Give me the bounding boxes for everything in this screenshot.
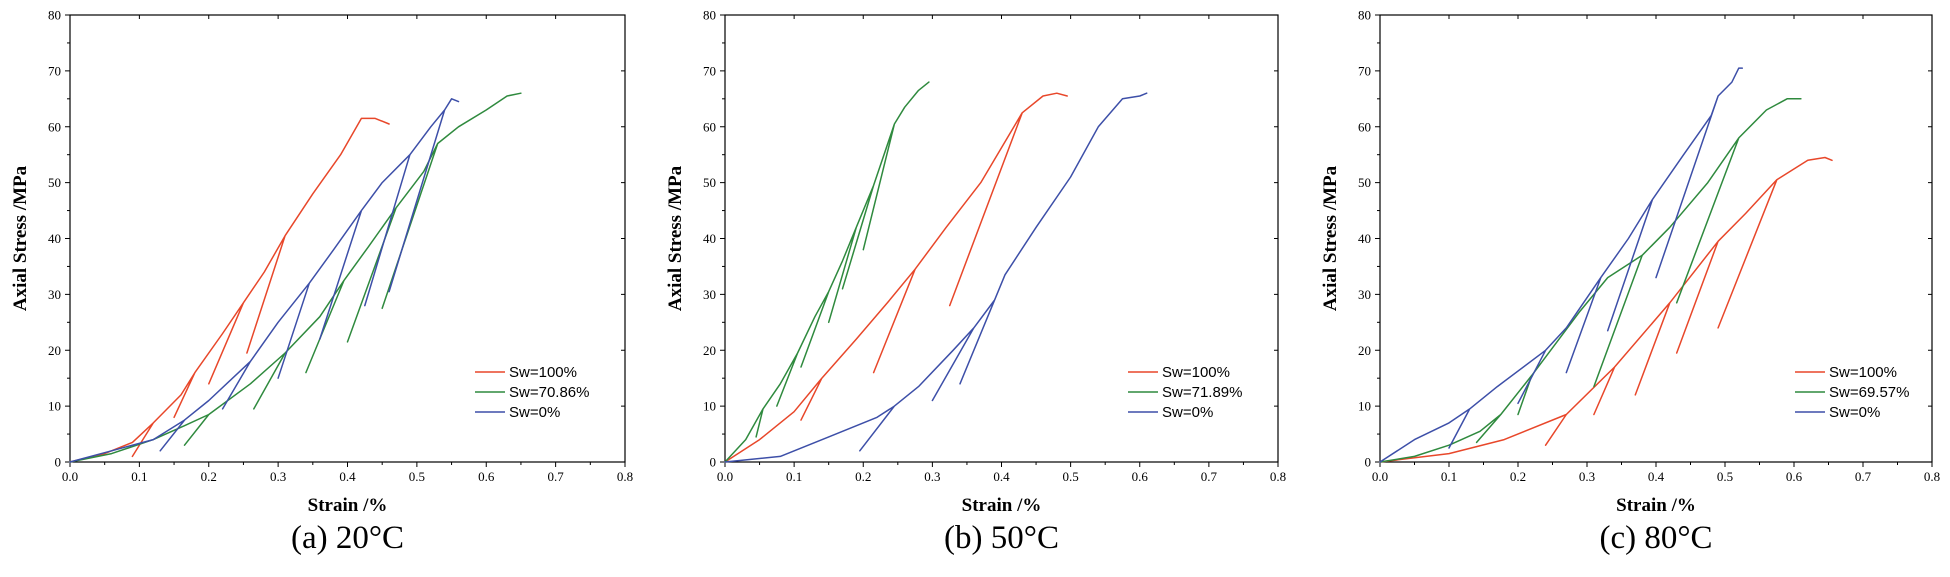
x-tick-label: 0.7 <box>1855 469 1872 484</box>
legend-label: Sw=71.89% <box>1162 384 1242 401</box>
y-tick-label: 0 <box>710 455 717 470</box>
y-tick-label: 50 <box>48 175 61 190</box>
y-tick-label: 20 <box>48 343 61 358</box>
y-tick-label: 10 <box>1358 399 1371 414</box>
y-tick-label: 40 <box>1358 231 1371 246</box>
chart-panel-2: 0.0 0.1 0.2 0.3 0.4 0.5 0.6 0.7 0.8 0 10 20 30 40 50 60… <box>665 8 1286 557</box>
series-line-1 <box>1379 156 1833 463</box>
x-tick-label: 0.6 <box>1786 469 1803 484</box>
y-tick-label: 10 <box>703 399 716 414</box>
y-tick-label: 70 <box>48 63 61 78</box>
panel-caption: (b) 50°C <box>944 520 1059 556</box>
x-tick-label: 0.3 <box>1579 469 1595 484</box>
x-tick-label: 0.1 <box>786 469 802 484</box>
legend-label: Sw=69.57% <box>1829 384 1909 401</box>
y-axis-label: Axial Stress /MPa <box>1320 165 1341 311</box>
y-tick-label: 20 <box>703 343 716 358</box>
x-tick-label: 0.7 <box>1201 469 1218 484</box>
y-tick-label: 30 <box>1358 287 1371 302</box>
y-tick-label: 40 <box>703 231 716 246</box>
x-axis-label: Strain /% <box>1616 495 1696 516</box>
x-tick-label: 0.3 <box>270 469 286 484</box>
x-tick-label: 0.7 <box>548 469 565 484</box>
x-tick-label: 0.5 <box>1063 469 1079 484</box>
series-line-2 <box>1379 98 1802 463</box>
x-tick-label: 0.8 <box>617 469 633 484</box>
legend-label: Sw=100% <box>1829 364 1897 381</box>
y-tick-label: 0 <box>55 455 62 470</box>
y-axis-label: Axial Stress /MPa <box>10 165 31 311</box>
x-tick-label: 0.5 <box>409 469 425 484</box>
y-tick-label: 60 <box>48 119 61 134</box>
legend-label: Sw=0% <box>1829 404 1880 421</box>
legend-label: Sw=70.86% <box>509 384 589 401</box>
y-tick-label: 80 <box>703 8 716 23</box>
x-tick-label: 0.1 <box>131 469 147 484</box>
x-tick-label: 0.6 <box>1132 469 1149 484</box>
series-line-3 <box>1379 67 1744 463</box>
y-tick-label: 80 <box>1358 8 1371 23</box>
series-line-3 <box>69 98 460 463</box>
x-tick-label: 0.2 <box>855 469 871 484</box>
x-tick-label: 0.4 <box>1648 469 1665 484</box>
x-tick-label: 0.8 <box>1270 469 1286 484</box>
series-line-3 <box>724 92 1148 463</box>
series-line-1 <box>724 92 1068 463</box>
x-tick-label: 0.4 <box>993 469 1010 484</box>
x-tick-label: 0.0 <box>717 469 733 484</box>
x-tick-label: 0.0 <box>1372 469 1388 484</box>
y-tick-label: 50 <box>703 175 716 190</box>
y-tick-label: 20 <box>1358 343 1371 358</box>
y-tick-label: 30 <box>48 287 61 302</box>
legend-label: Sw=0% <box>1162 404 1213 421</box>
chart-panel-3: 0.0 0.1 0.2 0.3 0.4 0.5 0.6 0.7 0.8 0 10 20 30 40 50 60… <box>1320 8 1940 557</box>
panel-caption: (a) 20°C <box>291 520 404 556</box>
x-tick-label: 0.8 <box>1924 469 1940 484</box>
y-tick-label: 70 <box>703 63 716 78</box>
y-tick-label: 30 <box>703 287 716 302</box>
y-tick-label: 60 <box>1358 119 1371 134</box>
chart-panel-1: 0.0 0.1 0.2 0.3 0.4 0.5 0.6 0.7 0.8 0 10 20 30 40 50 60… <box>10 8 633 557</box>
x-tick-label: 0.6 <box>478 469 495 484</box>
y-tick-label: 60 <box>703 119 716 134</box>
x-axis-label: Strain /% <box>962 495 1042 516</box>
x-tick-label: 0.2 <box>201 469 217 484</box>
series-line-2 <box>724 81 930 463</box>
legend-label: Sw=0% <box>509 404 560 421</box>
x-tick-label: 0.2 <box>1510 469 1526 484</box>
legend-label: Sw=100% <box>509 364 577 381</box>
y-axis-label: Axial Stress /MPa <box>665 165 686 311</box>
x-tick-label: 0.0 <box>62 469 78 484</box>
y-tick-label: 70 <box>1358 63 1371 78</box>
x-tick-label: 0.1 <box>1441 469 1457 484</box>
x-tick-label: 0.4 <box>339 469 356 484</box>
series-line-2 <box>69 92 522 463</box>
panel-caption: (c) 80°C <box>1599 520 1712 556</box>
y-tick-label: 10 <box>48 399 61 414</box>
x-tick-label: 0.5 <box>1717 469 1733 484</box>
x-tick-label: 0.3 <box>924 469 940 484</box>
y-tick-label: 40 <box>48 231 61 246</box>
series-line-1 <box>69 117 390 463</box>
legend-label: Sw=100% <box>1162 364 1230 381</box>
y-tick-label: 80 <box>48 8 61 23</box>
x-axis-label: Strain /% <box>308 495 388 516</box>
y-tick-label: 0 <box>1365 455 1372 470</box>
y-tick-label: 50 <box>1358 175 1371 190</box>
